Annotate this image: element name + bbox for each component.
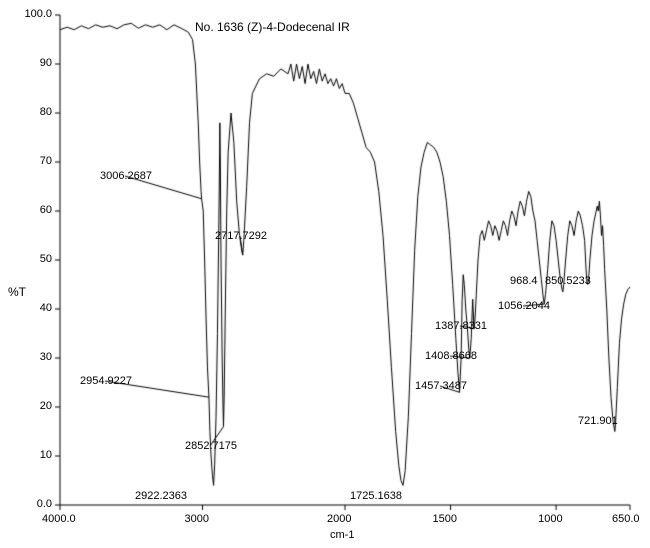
ytick-label: 40 xyxy=(40,302,52,314)
peak-label: 1725.1638 xyxy=(350,490,402,502)
ytick-label: 70 xyxy=(40,155,52,167)
ytick-label: 50 xyxy=(40,253,52,265)
ytick-label: 100.0 xyxy=(24,8,52,20)
peak-label: 721.901 xyxy=(578,415,618,427)
peak-label: 2922.2363 xyxy=(135,490,187,502)
y-axis-label: %T xyxy=(8,285,26,299)
xtick-label: 650.0 xyxy=(612,513,640,525)
peak-label: 2954.9227 xyxy=(80,375,132,387)
peak-label: 1056.2044 xyxy=(498,300,550,312)
ytick-label: 20 xyxy=(40,400,52,412)
peak-label: 1387.8331 xyxy=(435,320,487,332)
xtick-label: 2000 xyxy=(327,513,351,525)
peak-label: 2717.7292 xyxy=(215,230,267,242)
peak-label: 3006.2687 xyxy=(100,170,152,182)
ytick-label: 10 xyxy=(40,449,52,461)
xtick-label: 4000.0 xyxy=(42,513,76,525)
ir-spectrum-chart: No. 1636 (Z)-4-Dodecenal IR 0.0 10 20 30 40 5… xyxy=(0,0,650,548)
peak-label: 850.5233 xyxy=(545,275,591,287)
peak-label: 968.4 xyxy=(510,275,538,287)
peak-label: 1408.8668 xyxy=(425,350,477,362)
xtick-label: 3000 xyxy=(185,513,209,525)
ytick-label: 0.0 xyxy=(37,498,52,510)
ytick-label: 90 xyxy=(40,57,52,69)
peak-label: 1457.3487 xyxy=(415,380,467,392)
ytick-label: 60 xyxy=(40,204,52,216)
x-axis-label: cm-1 xyxy=(330,529,354,541)
ytick-label: 30 xyxy=(40,351,52,363)
ytick-label: 80 xyxy=(40,106,52,118)
peak-label: 2852.7175 xyxy=(185,440,237,452)
xtick-label: 1000 xyxy=(538,513,562,525)
xtick-label: 1500 xyxy=(433,513,457,525)
spectrum-canvas xyxy=(0,0,650,548)
chart-title: No. 1636 (Z)-4-Dodecenal IR xyxy=(195,20,350,34)
